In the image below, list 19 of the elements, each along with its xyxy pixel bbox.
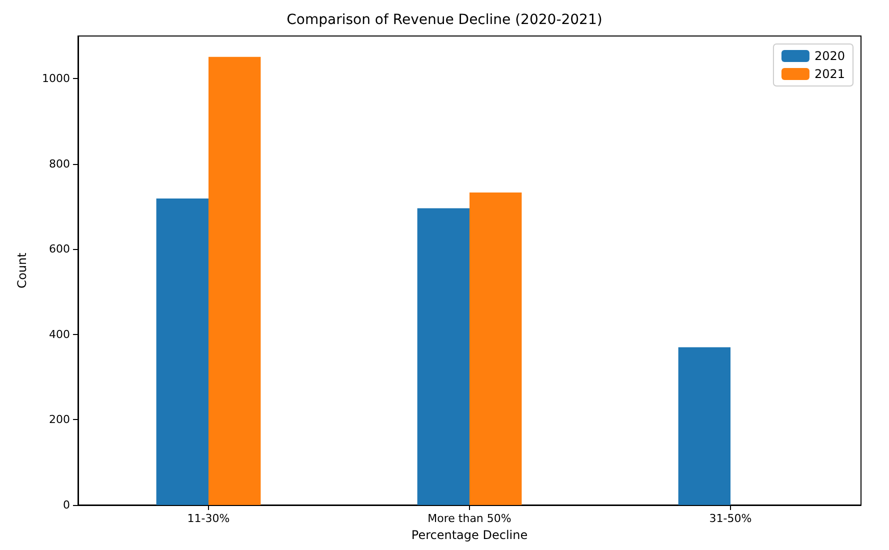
bar: [678, 347, 730, 505]
y-tick-label: 0: [63, 498, 70, 512]
legend-label: 2020: [814, 49, 846, 63]
bar: [156, 198, 208, 505]
y-tick-label: 1000: [42, 72, 70, 86]
y-axis-title: Count: [15, 252, 29, 288]
bar: [470, 192, 522, 505]
y-tick-label: 200: [49, 413, 70, 426]
x-tick-label: 31-50%: [709, 512, 752, 525]
y-tick-label: 800: [49, 157, 70, 170]
y-tick-label: 600: [49, 242, 70, 256]
y-tick-label: 400: [49, 328, 70, 341]
chart-title: Comparison of Revenue Decline (2020-2021): [286, 12, 602, 28]
bar: [208, 56, 261, 505]
x-axis-title: Percentage Decline: [411, 528, 528, 542]
x-tick-label: 11-30%: [187, 512, 230, 525]
x-tick-label: More than 50%: [428, 512, 512, 525]
legend-label: 2021: [814, 67, 846, 81]
bar: [417, 208, 470, 505]
